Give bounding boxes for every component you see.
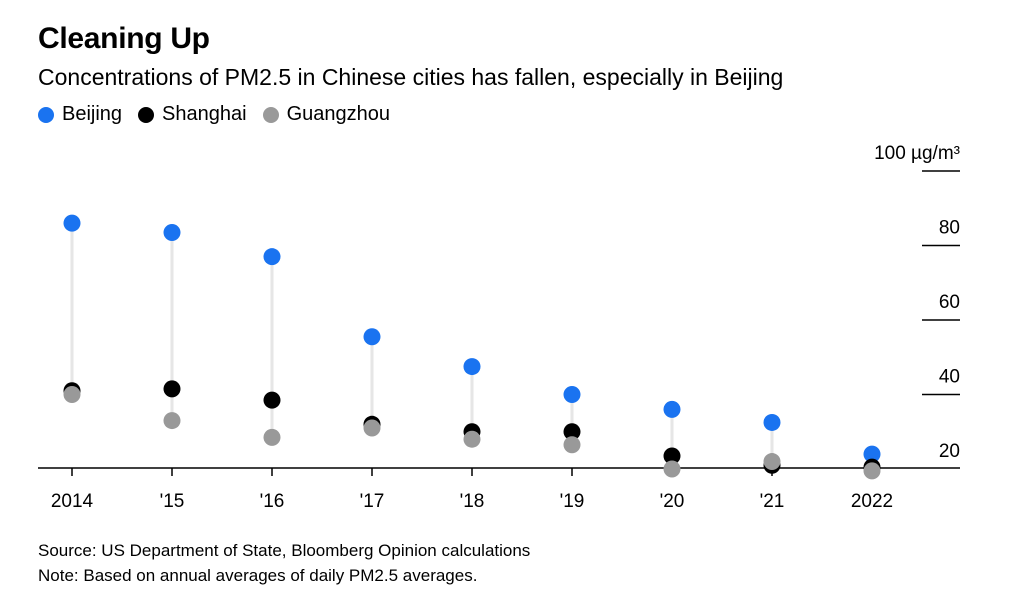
- data-point-beijing: [163, 223, 181, 241]
- y-tick-label: 20: [939, 441, 960, 462]
- data-point-beijing: [263, 248, 281, 266]
- y-tick-label: 100 µg/m³: [874, 143, 960, 164]
- legend: Beijing Shanghai Guangzhou: [38, 103, 406, 126]
- legend-item-shanghai: Shanghai: [138, 103, 247, 126]
- x-tick-label: 2014: [51, 491, 94, 512]
- y-tick-label: 40: [939, 367, 960, 388]
- data-point-shanghai: [263, 391, 281, 409]
- chart-title: Cleaning Up: [38, 22, 210, 55]
- data-point-beijing: [763, 413, 781, 431]
- legend-item-guangzhou: Guangzhou: [262, 103, 390, 126]
- x-tick-label: '15: [160, 491, 185, 512]
- legend-marker-beijing: [38, 106, 54, 123]
- footnote: Note: Based on annual averages of daily …: [38, 566, 478, 585]
- data-point-beijing: [63, 214, 81, 232]
- legend-label-beijing: Beijing: [62, 103, 123, 125]
- data-point-beijing: [563, 386, 581, 403]
- data-point-guangzhou: [863, 462, 881, 480]
- legend-marker-guangzhou: [262, 106, 279, 123]
- y-tick-label: 60: [939, 292, 960, 313]
- data-point-guangzhou: [563, 436, 581, 454]
- legend-item-beijing: Beijing: [38, 103, 122, 126]
- data-point-guangzhou: [763, 453, 781, 471]
- x-tick-label: '16: [260, 491, 285, 512]
- x-tick-label: '21: [760, 491, 785, 512]
- data-point-beijing: [663, 400, 681, 418]
- data-point-shanghai: [163, 380, 181, 398]
- x-tick-label: 2022: [851, 491, 893, 512]
- x-tick-label: '19: [560, 491, 585, 512]
- legend-label-shanghai: Shanghai: [162, 103, 247, 125]
- data-point-guangzhou: [263, 428, 281, 446]
- chart-subtitle: Concentrations of PM2.5 in Chinese citie…: [38, 64, 784, 90]
- data-point-shanghai: [563, 423, 581, 441]
- data-point-guangzhou: [63, 386, 81, 403]
- x-tick-label: '17: [360, 491, 385, 512]
- x-tick-label: '20: [660, 491, 685, 512]
- data-point-guangzhou: [463, 430, 481, 448]
- data-point-shanghai: [663, 447, 681, 465]
- data-point-guangzhou: [663, 460, 681, 478]
- data-point-beijing: [463, 358, 481, 376]
- data-point-beijing: [363, 328, 381, 346]
- data-point-guangzhou: [363, 419, 381, 437]
- legend-marker-shanghai: [138, 106, 155, 123]
- data-point-guangzhou: [163, 412, 181, 430]
- data-point-beijing: [863, 445, 881, 463]
- source-note: Source: US Department of State, Bloomber…: [38, 541, 531, 560]
- y-tick-label: 80: [939, 218, 960, 239]
- legend-label-guangzhou: Guangzhou: [286, 103, 390, 125]
- x-tick-label: '18: [460, 491, 485, 512]
